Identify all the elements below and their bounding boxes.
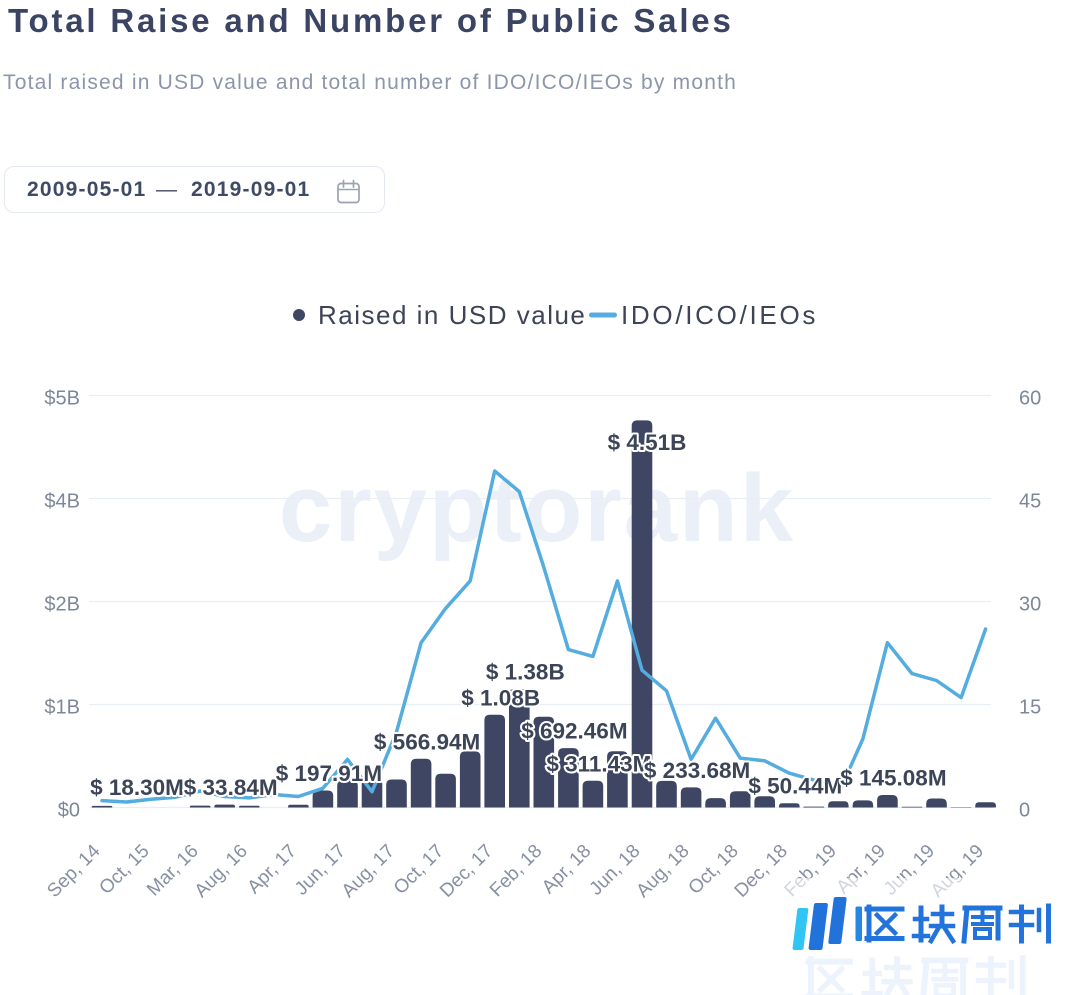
- svg-text:Raised in USD value: Raised in USD value: [318, 300, 586, 330]
- svg-text:$5B: $5B: [44, 388, 80, 410]
- svg-text:$ 50.44M: $ 50.44M: [748, 774, 842, 799]
- svg-text:0: 0: [1019, 800, 1030, 822]
- svg-text:$ 4.51B: $ 4.51B: [608, 430, 687, 455]
- svg-text:Feb, 18: Feb, 18: [486, 841, 546, 901]
- svg-text:$2B: $2B: [44, 594, 80, 616]
- svg-text:$ 1.38B: $ 1.38B: [486, 660, 565, 685]
- svg-text:$ 311.43M: $ 311.43M: [546, 751, 651, 776]
- svg-text:IDO/ICO/IEOs: IDO/ICO/IEOs: [621, 300, 818, 330]
- svg-text:Sep, 14: Sep, 14: [43, 840, 104, 901]
- svg-text:$ 33.84M: $ 33.84M: [184, 775, 278, 800]
- svg-text:$ 197.91M: $ 197.91M: [276, 761, 382, 786]
- svg-text:$ 692.46M: $ 692.46M: [521, 719, 627, 744]
- svg-text:$ 145.08M: $ 145.08M: [840, 766, 946, 791]
- svg-text:45: 45: [1019, 491, 1041, 513]
- svg-text:$0: $0: [58, 800, 80, 822]
- svg-text:$ 566.94M: $ 566.94M: [374, 729, 480, 754]
- svg-text:15: 15: [1019, 697, 1041, 719]
- svg-text:$ 1.08B: $ 1.08B: [461, 685, 540, 710]
- svg-text:$4B: $4B: [44, 491, 80, 513]
- svg-text:$ 18.30M: $ 18.30M: [90, 775, 184, 800]
- svg-text:$1B: $1B: [44, 697, 80, 719]
- svg-text:60: 60: [1019, 388, 1041, 410]
- svg-text:$ 233.68M: $ 233.68M: [644, 758, 750, 783]
- svg-text:Apr, 18: Apr, 18: [538, 841, 595, 898]
- svg-text:Aug, 17: Aug, 17: [338, 841, 399, 902]
- svg-text:Oct, 15: Oct, 15: [95, 841, 153, 899]
- svg-text:Aug, 18: Aug, 18: [632, 841, 693, 902]
- svg-text:30: 30: [1019, 594, 1041, 616]
- svg-text:Dec, 17: Dec, 17: [436, 841, 497, 902]
- svg-text:Aug, 16: Aug, 16: [191, 841, 252, 902]
- svg-text:Apr, 17: Apr, 17: [244, 841, 301, 898]
